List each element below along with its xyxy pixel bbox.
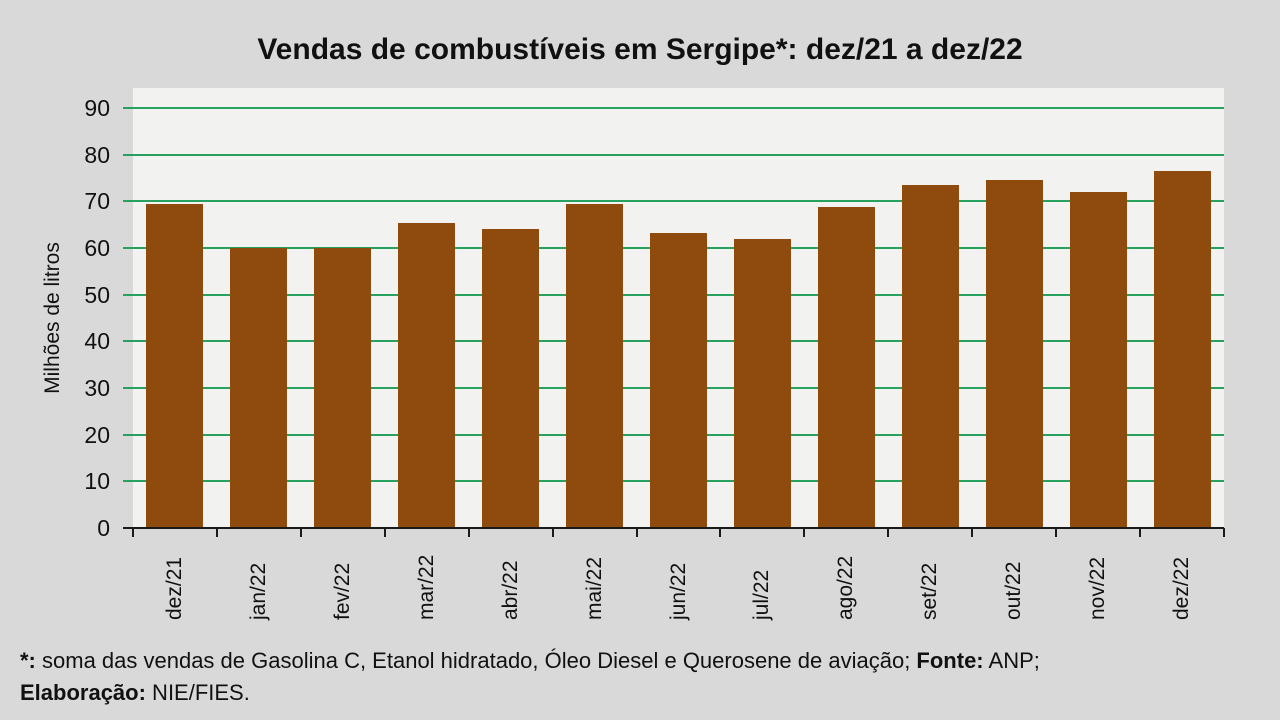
x-axis-tick bbox=[383, 528, 386, 537]
x-axis-tick bbox=[887, 528, 890, 537]
footnote-line: *: soma das vendas de Gasolina C, Etanol… bbox=[20, 645, 1260, 677]
y-tick-label: 70 bbox=[84, 188, 110, 215]
x-tick-label: ago/22 bbox=[834, 555, 858, 620]
y-tick-label: 0 bbox=[97, 515, 110, 541]
x-axis-tick bbox=[467, 528, 470, 537]
gridline bbox=[123, 153, 1224, 156]
x-tick-label: jan/22 bbox=[246, 562, 270, 620]
x-tick-label: abr/22 bbox=[498, 560, 522, 620]
footnote-text: Fonte: bbox=[916, 648, 984, 673]
gridline bbox=[123, 200, 1224, 203]
y-tick-label: 90 bbox=[84, 95, 110, 121]
chart-title: Vendas de combustíveis em Sergipe*: dez/… bbox=[257, 33, 1023, 66]
x-axis-tick bbox=[299, 528, 302, 537]
footnote-text: soma das vendas de Gasolina C, Etanol hi… bbox=[35, 648, 917, 673]
x-axis-tick bbox=[215, 528, 218, 537]
gridline bbox=[123, 107, 1224, 109]
bar-ago/22 bbox=[817, 206, 875, 528]
x-axis-tick bbox=[132, 528, 134, 537]
y-tick-label: 40 bbox=[84, 328, 110, 355]
x-axis-tick bbox=[1223, 528, 1225, 537]
footnote-text: Elaboração: bbox=[20, 680, 146, 705]
bar-jan/22 bbox=[230, 248, 288, 528]
x-axis-tick bbox=[803, 528, 806, 537]
x-tick-label: jul/22 bbox=[750, 569, 774, 620]
x-tick-label: mar/22 bbox=[414, 554, 438, 620]
x-axis-line bbox=[123, 527, 1224, 529]
bar-nov/22 bbox=[1069, 191, 1127, 528]
x-axis-tick bbox=[635, 528, 638, 537]
x-tick-label: mai/22 bbox=[582, 556, 606, 620]
footnote-text: NIE/FIES. bbox=[145, 680, 250, 705]
x-tick-label: out/22 bbox=[1002, 561, 1026, 620]
footnote-text: ANP; bbox=[983, 648, 1040, 673]
x-tick-label: jun/22 bbox=[666, 562, 690, 620]
x-axis-tick bbox=[1055, 528, 1058, 537]
bar-jul/22 bbox=[733, 238, 791, 528]
y-tick-label: 30 bbox=[84, 375, 110, 401]
footnote-line: Elaboração: NIE/FIES. bbox=[20, 677, 1260, 709]
bar-dez/21 bbox=[146, 204, 204, 528]
x-tick-label: dez/22 bbox=[1170, 556, 1194, 620]
bar-mar/22 bbox=[398, 223, 456, 528]
y-tick-label: 20 bbox=[84, 421, 110, 448]
bar-dez/22 bbox=[1153, 170, 1211, 528]
footnote-text: *: bbox=[20, 648, 36, 673]
x-axis-tick bbox=[719, 528, 722, 537]
x-axis-tick bbox=[971, 528, 974, 537]
bar-set/22 bbox=[901, 185, 959, 528]
footnote: *: soma das vendas de Gasolina C, Etanol… bbox=[20, 645, 1260, 709]
bar-out/22 bbox=[985, 180, 1043, 528]
x-tick-label: set/22 bbox=[918, 562, 942, 620]
y-axis-title: Milhões de litros bbox=[41, 242, 64, 394]
x-axis-tick bbox=[551, 528, 554, 537]
x-tick-label: dez/21 bbox=[162, 556, 186, 620]
bar-jun/22 bbox=[650, 232, 707, 528]
bar-fev/22 bbox=[314, 247, 372, 528]
bar-mai/22 bbox=[566, 204, 624, 528]
y-tick-label: 50 bbox=[84, 281, 110, 308]
x-tick-label: nov/22 bbox=[1086, 556, 1110, 620]
x-axis-tick bbox=[1139, 528, 1142, 537]
bar-abr/22 bbox=[482, 229, 540, 528]
y-tick-label: 60 bbox=[84, 235, 110, 261]
y-tick-label: 80 bbox=[84, 141, 110, 168]
plot-area bbox=[123, 88, 1225, 537]
y-tick-label: 10 bbox=[84, 468, 110, 495]
x-tick-label: fev/22 bbox=[330, 562, 354, 620]
